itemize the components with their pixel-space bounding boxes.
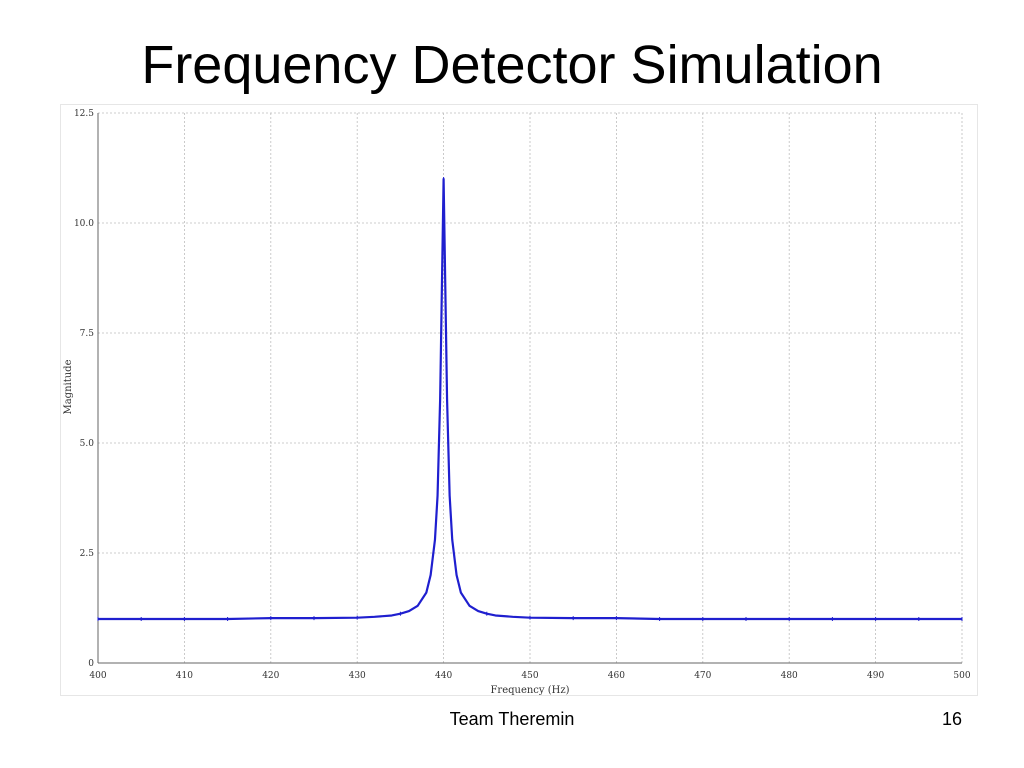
x-tick-label: 420 bbox=[262, 671, 279, 681]
slide-title: Frequency Detector Simulation bbox=[141, 35, 883, 95]
x-tick-label: 430 bbox=[349, 671, 366, 681]
y-tick-label: 0 bbox=[88, 659, 94, 669]
x-tick-label: 440 bbox=[435, 671, 452, 681]
x-axis-label: Frequency (Hz) bbox=[490, 685, 569, 696]
y-tick-label: 7.5 bbox=[80, 329, 95, 339]
series-line bbox=[98, 177, 962, 621]
y-tick-label: 10.0 bbox=[74, 219, 94, 229]
page-number: 16 bbox=[941, 709, 962, 729]
x-tick-label: 450 bbox=[521, 671, 538, 681]
chart-frame: 400 410 420 430 440 450 460 470 480 490 500 0 2.5 5.0… bbox=[60, 104, 978, 696]
y-tick-label: 2.5 bbox=[80, 549, 95, 559]
x-tick-label: 490 bbox=[867, 671, 884, 681]
grid-layer bbox=[97, 112, 963, 664]
x-tick-label: 470 bbox=[694, 671, 711, 681]
line-layer bbox=[97, 177, 963, 621]
tick-layer: 400 410 420 430 440 450 460 470 480 490 500 0 2.5 5.0… bbox=[74, 109, 971, 681]
x-tick-label: 500 bbox=[953, 671, 970, 681]
y-tick-label: 5.0 bbox=[80, 439, 95, 449]
x-tick-label: 480 bbox=[781, 671, 798, 681]
x-tick-label: 460 bbox=[608, 671, 625, 681]
footer-text: Team Theremin bbox=[449, 709, 575, 729]
axis-layer bbox=[97, 113, 962, 664]
y-axis-label: Magnitude bbox=[63, 359, 74, 414]
frequency-chart: 400 410 420 430 440 450 460 470 480 490 500 0 2.5 5.0… bbox=[63, 109, 971, 696]
x-tick-label: 410 bbox=[176, 671, 193, 681]
y-tick-label: 12.5 bbox=[74, 109, 94, 119]
x-tick-label: 400 bbox=[89, 671, 106, 681]
